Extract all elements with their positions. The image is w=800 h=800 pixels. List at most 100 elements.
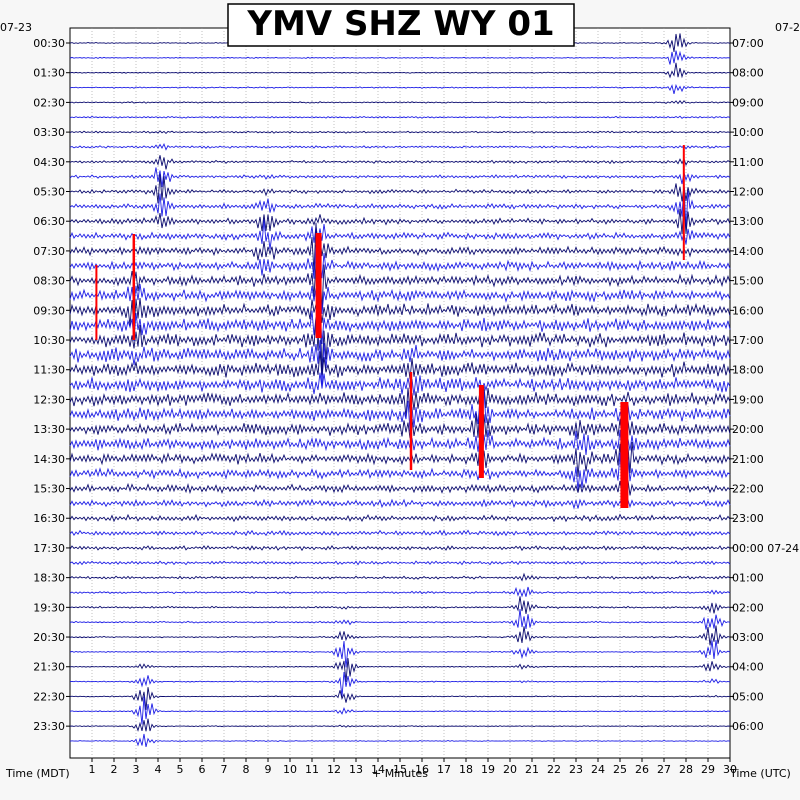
trace-line <box>69 596 731 614</box>
left-tick-label: 19:30 <box>33 601 65 614</box>
trace-line <box>69 203 731 235</box>
trace-line <box>69 222 731 273</box>
x-tick-label: 6 <box>199 763 206 776</box>
x-tick-label: 7 <box>221 763 228 776</box>
title-box <box>227 3 575 47</box>
right-tick-label: 19:00 <box>732 393 764 406</box>
x-tick-label: 12 <box>327 763 341 776</box>
trace-line <box>69 733 731 748</box>
clip-marker <box>682 145 685 260</box>
right-tick-label: 21:00 <box>732 453 764 466</box>
right-tick-label: 01:00 <box>732 572 764 585</box>
trace-line <box>69 155 731 170</box>
right-axis-label: Time (UTC) <box>729 767 791 780</box>
left-tick-label: 15:30 <box>33 483 65 496</box>
x-tick-label: 10 <box>283 763 297 776</box>
trace-line <box>69 261 731 312</box>
clip-marker <box>132 234 136 340</box>
clip-marker <box>620 402 629 508</box>
trace-line <box>69 608 731 630</box>
trace-line <box>69 404 731 454</box>
minute-ticks: 1 2 3 4 5 6 7 8 9 10 11 12 13 14 15 16 17 18 19 20 21 22 23 24 2… <box>89 758 737 776</box>
trace-line <box>69 625 731 646</box>
trace-line <box>69 182 731 231</box>
plot-area <box>69 27 731 759</box>
x-tick-label: 16 <box>415 763 429 776</box>
trace-line <box>69 50 731 65</box>
left-tick-label: 13:30 <box>33 423 65 436</box>
x-tick-label: 2 <box>111 763 118 776</box>
x-tick-label: 3 <box>133 763 140 776</box>
right-tick-label: 17:00 <box>732 334 764 347</box>
trace-line <box>69 513 731 523</box>
trace-line <box>69 309 731 345</box>
trace-line <box>69 476 731 504</box>
left-tick-label: 07:30 <box>33 245 65 258</box>
right-tick-label: 02:00 <box>732 601 764 614</box>
trace-line <box>69 390 731 432</box>
trace-line <box>69 130 731 135</box>
right-tick-label: 09:00 <box>732 96 764 109</box>
x-tick-label: 5 <box>177 763 184 776</box>
x-tick-label: 9 <box>265 763 272 776</box>
right-tick-label: 10:00 <box>732 126 764 139</box>
right-tick-label: 20:00 <box>732 423 764 436</box>
right-tick-label: 12:00 <box>732 186 764 199</box>
x-tick-label: 17 <box>437 763 451 776</box>
right-tick-label: 11:00 <box>732 156 764 169</box>
seismic-traces <box>69 33 731 748</box>
trace-line <box>69 351 731 380</box>
chart-title: YMV SHZ WY 01 <box>246 4 554 44</box>
trace-line <box>69 340 731 385</box>
trace-line <box>69 100 731 105</box>
right-tick-label: 14:00 <box>732 245 764 258</box>
trace-line <box>69 426 731 466</box>
x-tick-label: 18 <box>459 763 473 776</box>
x-tick-label: 1 <box>89 763 96 776</box>
x-tick-label: 27 <box>657 763 671 776</box>
right-tick-label: 22:00 <box>732 483 764 496</box>
left-tick-label: 14:30 <box>33 453 65 466</box>
clip-marker <box>315 233 322 338</box>
right-tick-label: 16:00 <box>732 304 764 317</box>
trace-line <box>69 687 731 710</box>
x-tick-label: 14 <box>371 763 385 776</box>
left-tick-label: 04:30 <box>33 156 65 169</box>
left-axis-label: Time (MDT) <box>5 767 70 780</box>
left-tick-label: 10:30 <box>33 334 65 347</box>
right-tick-label: 13:00 <box>732 215 764 228</box>
trace-line <box>69 572 731 582</box>
left-tick-label: 01:30 <box>33 67 65 80</box>
clip-marker <box>478 385 484 478</box>
left-tick-label: 21:30 <box>33 661 65 674</box>
trace-line <box>69 545 731 552</box>
trace-line <box>69 244 731 280</box>
right-tick-label: 06:00 <box>732 720 764 733</box>
x-tick-label: 20 <box>503 763 517 776</box>
trace-line <box>69 529 731 537</box>
left-tick-label: 02:30 <box>33 96 65 109</box>
trace-line <box>69 658 731 682</box>
trace-line <box>69 115 731 119</box>
trace-line <box>69 313 731 371</box>
x-tick-label: 19 <box>481 763 495 776</box>
right-tick-label: 23:00 <box>732 512 764 525</box>
x-tick-label: 8 <box>243 763 250 776</box>
trace-line <box>69 718 731 732</box>
right-tick-label: 08:00 <box>732 67 764 80</box>
right-tick-label: 03:00 <box>732 631 764 644</box>
trace-line <box>69 586 731 598</box>
x-tick-label: 11 <box>305 763 319 776</box>
trace-line <box>69 174 731 204</box>
left-tick-label: 17:30 <box>33 542 65 555</box>
right-date-label: 07-2 <box>775 21 800 34</box>
left-time-ticks: 00:30 01:30 02:30 03:30 04:30 05:30 06:30 07:30… <box>33 37 70 733</box>
x-tick-label: 4 <box>155 763 162 776</box>
left-date-label: 07-23 <box>0 21 32 34</box>
trace-line <box>69 696 731 725</box>
left-tick-label: 06:30 <box>33 215 65 228</box>
trace-line <box>69 83 731 95</box>
left-tick-label: 03:30 <box>33 126 65 139</box>
trace-line <box>69 498 731 510</box>
